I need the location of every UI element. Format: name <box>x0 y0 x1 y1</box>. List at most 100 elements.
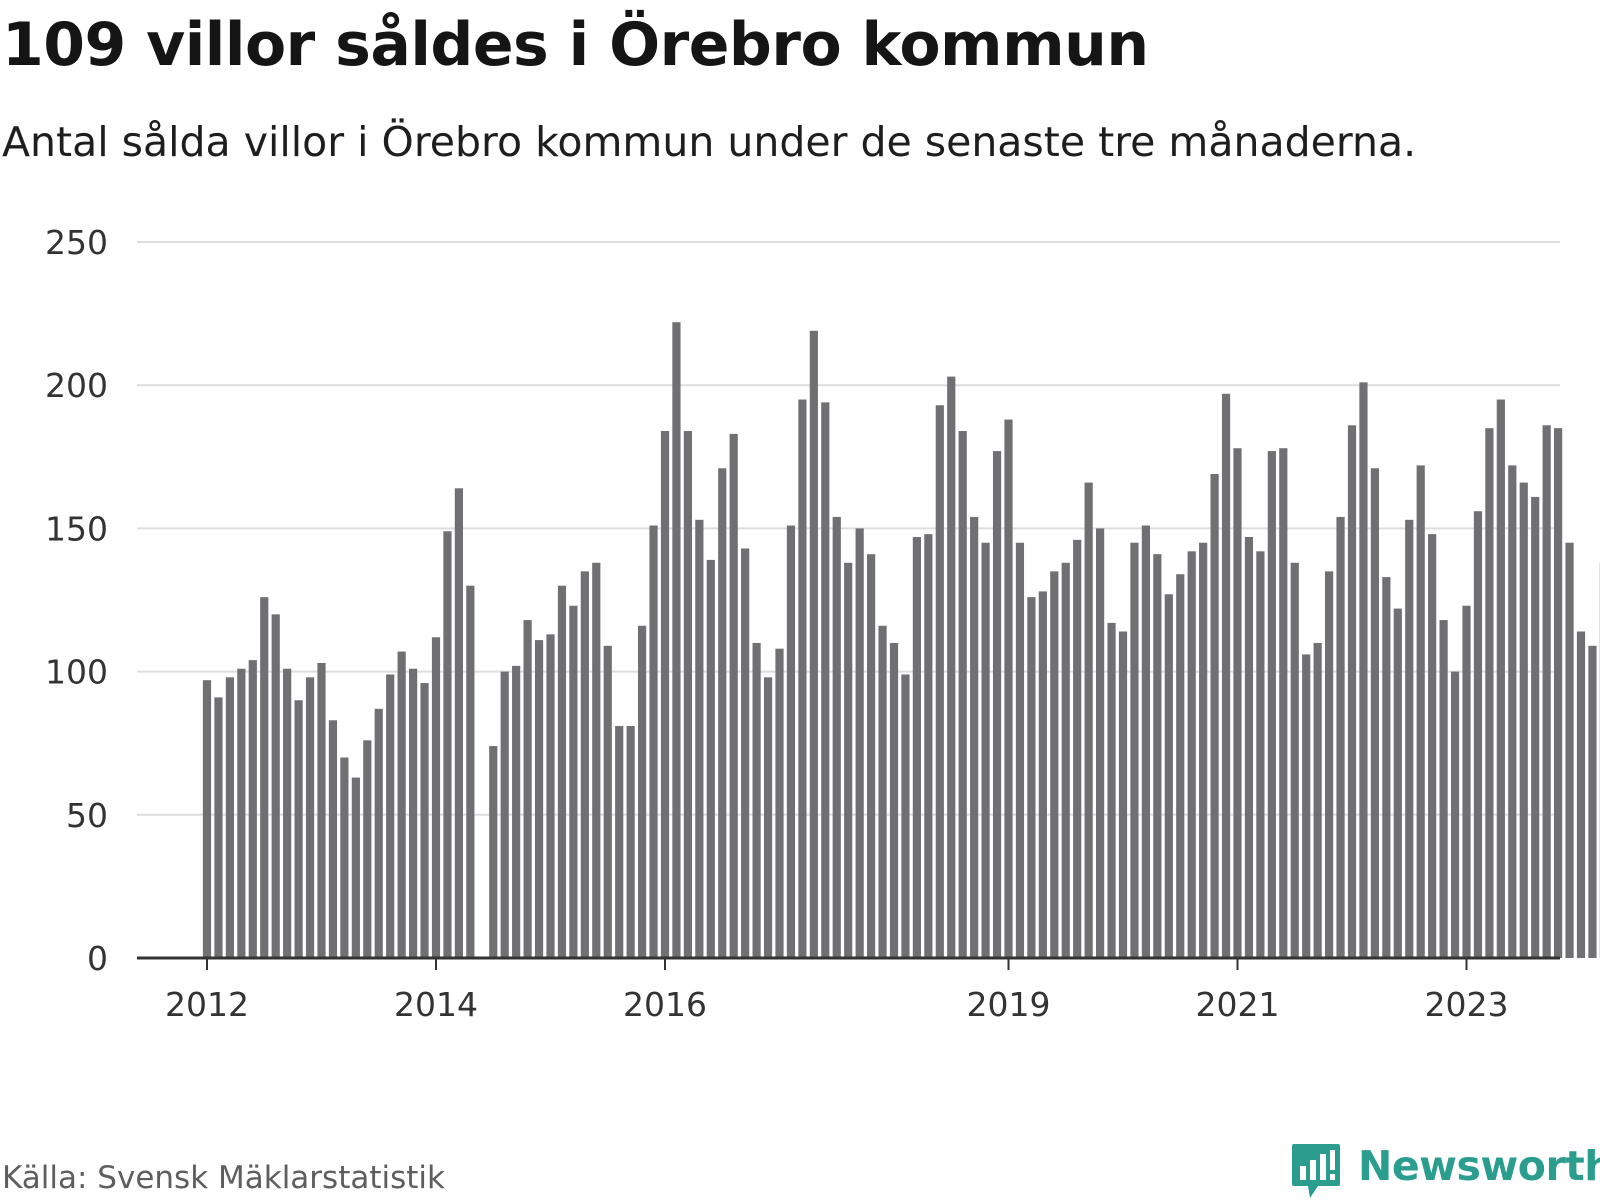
bar <box>1382 577 1391 958</box>
bar <box>374 708 383 958</box>
bar <box>1244 536 1254 958</box>
bar <box>1015 542 1025 958</box>
bar <box>1450 671 1460 958</box>
y-tick-label: 100 <box>45 653 108 692</box>
x-tick-label: 2016 <box>623 985 707 1024</box>
x-axis-labels: 2012 2014 2016 2019 2021 2023 <box>165 985 1508 1024</box>
y-axis-labels: 0 50 100 150 200 250 <box>45 223 108 978</box>
bar <box>1187 551 1196 958</box>
bar <box>901 674 910 958</box>
bar <box>1073 539 1082 958</box>
bar <box>283 668 292 958</box>
bar <box>237 668 246 958</box>
bar <box>1130 542 1139 958</box>
bar <box>1210 473 1219 958</box>
x-tick-label: 2021 <box>1196 985 1280 1024</box>
bar <box>294 700 303 958</box>
bar <box>1302 654 1311 958</box>
bar <box>1233 448 1242 958</box>
source-note: Källa: Svensk Mäklarstatistik <box>2 1160 445 1196</box>
bar <box>935 405 944 958</box>
bar <box>317 663 326 958</box>
bar <box>1221 393 1231 958</box>
bar <box>1462 605 1471 958</box>
bar <box>729 433 738 958</box>
bar <box>1038 591 1047 958</box>
bar <box>1199 542 1208 958</box>
bar <box>626 726 635 958</box>
bar <box>1176 574 1185 958</box>
bar <box>1428 534 1437 958</box>
bar <box>1370 468 1379 958</box>
bar <box>638 625 647 958</box>
bar <box>225 677 234 958</box>
bar <box>409 668 418 958</box>
bar <box>271 614 280 958</box>
bar <box>569 605 578 958</box>
bar <box>1313 642 1322 958</box>
bar <box>970 516 979 958</box>
newsworthy-logo[interactable]: Newsworthy <box>1290 1140 1600 1200</box>
bar <box>1439 620 1448 958</box>
bar <box>649 525 658 958</box>
chart-title: 109 villor såldes i Örebro kommun <box>2 10 1149 80</box>
bar-chart: 0 50 100 150 200 250 2012 2014 2016 2019 2021 2023… <box>45 223 1600 1024</box>
bar <box>1531 496 1540 958</box>
bar <box>580 571 589 958</box>
x-axis-ticks <box>206 958 1468 970</box>
bars <box>202 322 1600 958</box>
bar <box>1256 551 1265 958</box>
bar <box>248 660 257 958</box>
bar <box>1084 482 1093 958</box>
bar <box>431 637 441 958</box>
bar <box>798 399 807 958</box>
bar <box>1107 622 1116 958</box>
bar <box>615 726 624 958</box>
bar <box>603 645 612 958</box>
bar <box>351 777 360 958</box>
bar <box>1279 448 1288 958</box>
bar <box>489 746 498 958</box>
bar <box>1050 571 1059 958</box>
bar <box>340 757 349 958</box>
bar <box>523 620 532 958</box>
bar <box>889 642 899 958</box>
bar <box>992 451 1002 958</box>
bar <box>546 634 555 958</box>
bar <box>1164 594 1173 958</box>
bar <box>1565 542 1574 958</box>
bar <box>1118 631 1128 958</box>
bar <box>809 330 818 958</box>
bar <box>512 665 521 958</box>
bar <box>500 671 509 958</box>
bar <box>1496 399 1505 958</box>
bar <box>1519 482 1528 958</box>
bar <box>1554 428 1563 958</box>
y-tick-label: 0 <box>87 939 108 978</box>
bar <box>718 468 727 958</box>
bar <box>1267 451 1276 958</box>
bar <box>695 519 704 958</box>
bar <box>1061 562 1070 958</box>
y-tick-label: 250 <box>45 223 108 262</box>
bar <box>683 431 692 958</box>
bar <box>1405 519 1414 958</box>
bar <box>1004 419 1013 958</box>
bar <box>386 674 395 958</box>
bar <box>1485 428 1494 958</box>
bar <box>1576 631 1586 958</box>
x-tick-label: 2012 <box>165 985 249 1024</box>
x-tick-label: 2014 <box>394 985 478 1024</box>
bar <box>1336 516 1345 958</box>
bar <box>1027 597 1036 958</box>
bar <box>958 431 967 958</box>
bar <box>1359 382 1368 958</box>
bar <box>397 651 406 958</box>
bar <box>214 697 223 958</box>
bar <box>1473 511 1483 958</box>
bar <box>752 642 761 958</box>
y-tick-label: 200 <box>45 366 108 405</box>
bar <box>454 488 463 958</box>
bar <box>1393 608 1402 958</box>
bar <box>775 648 784 958</box>
